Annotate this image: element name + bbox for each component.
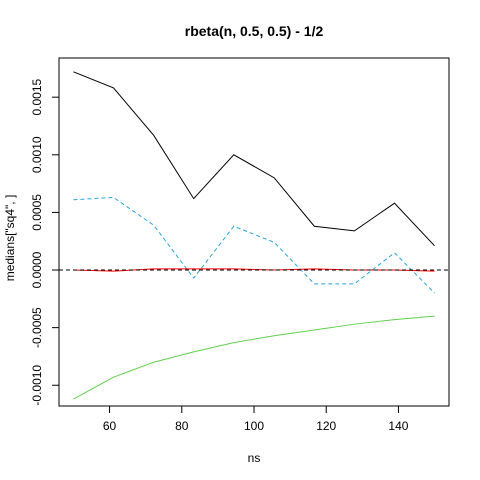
y-axis-label: medians["sq4", ] — [3, 195, 17, 282]
series-line-3 — [73, 268, 435, 272]
y-axis: -0.0010 -0.0005 0.0000 0.0005 0.0010 0.0015 — [30, 79, 59, 406]
y-tick-label: 0.0015 — [30, 79, 44, 116]
x-tick-label: 140 — [388, 419, 408, 433]
x-tick-label: 60 — [103, 419, 117, 433]
series-line-4 — [73, 315, 435, 400]
x-tick-label: 80 — [175, 419, 189, 433]
plot-lines — [59, 71, 449, 400]
y-tick-label: 0.0005 — [30, 194, 44, 231]
x-axis-label: ns — [248, 451, 261, 465]
y-tick-label: -0.0005 — [30, 307, 44, 348]
series-line-1 — [73, 71, 435, 247]
x-axis: 60 80 100 120 140 — [103, 406, 409, 433]
y-tick-label: -0.0010 — [30, 365, 44, 406]
chart-title: rbeta(n, 0.5, 0.5) - 1/2 — [185, 23, 324, 39]
x-tick-label: 120 — [316, 419, 336, 433]
y-tick-label: 0.0000 — [30, 251, 44, 288]
plot-frame — [58, 57, 450, 407]
x-tick-label: 100 — [244, 419, 264, 433]
series-line-2 — [73, 196, 435, 294]
y-tick-label: 0.0010 — [30, 136, 44, 173]
